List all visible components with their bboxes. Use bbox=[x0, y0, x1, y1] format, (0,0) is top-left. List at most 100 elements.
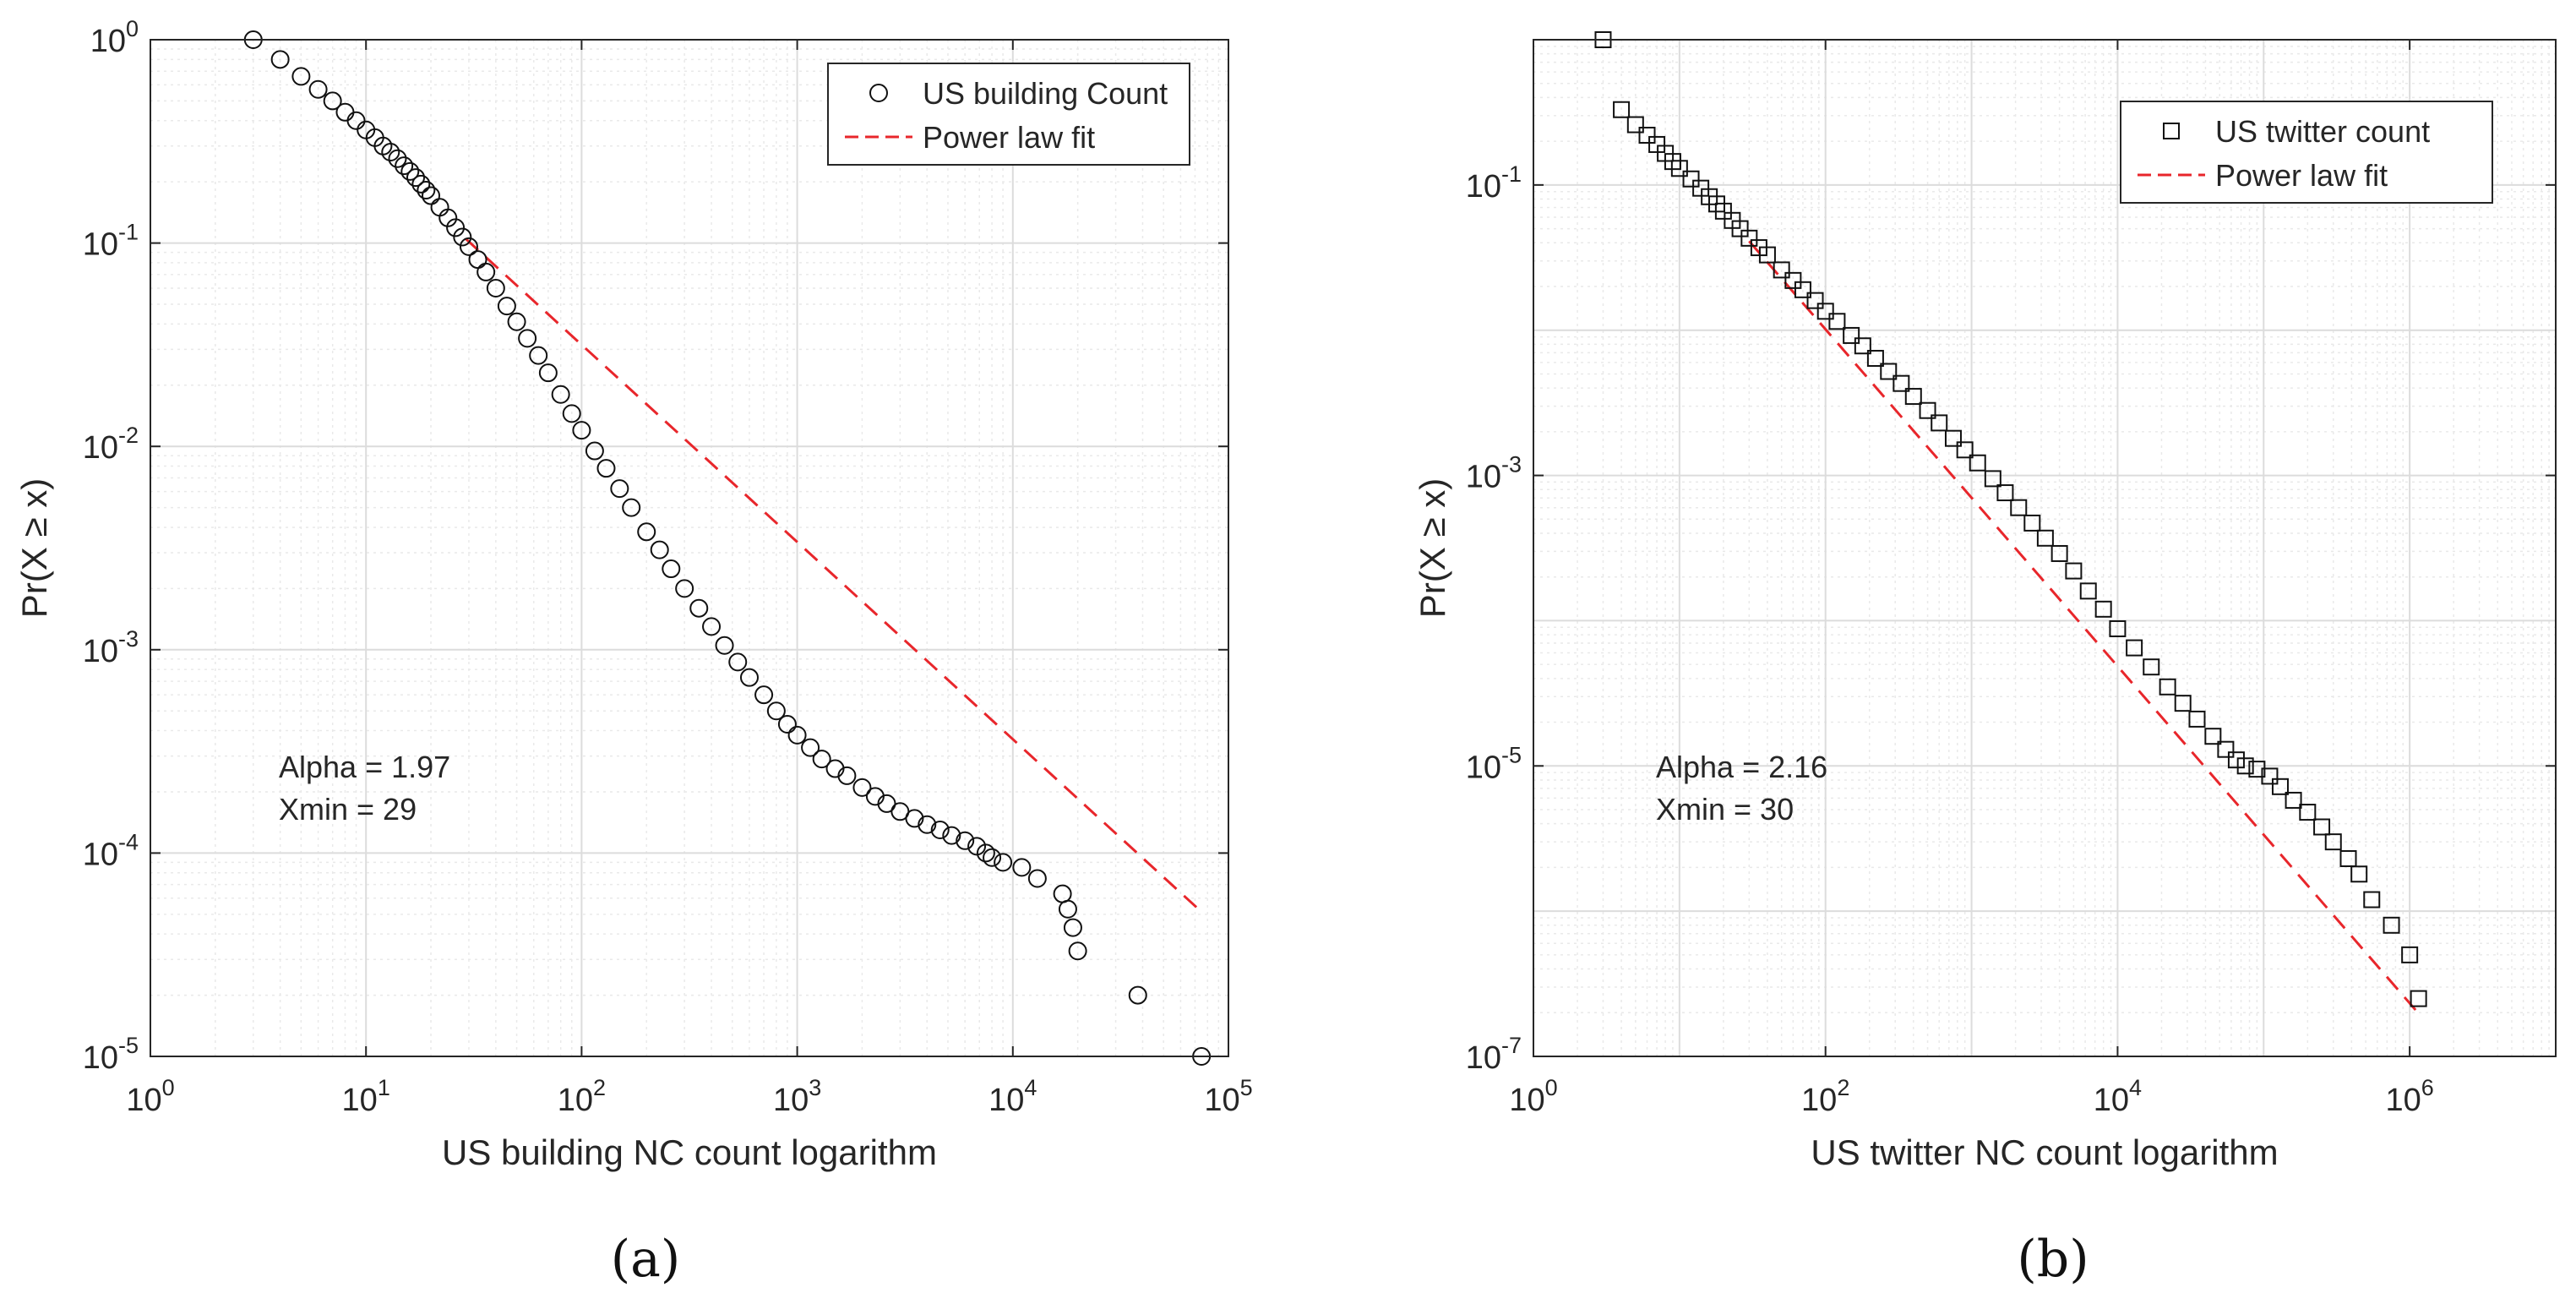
data-point bbox=[1758, 246, 1776, 264]
data-point bbox=[562, 404, 581, 423]
fit-annotation: Xmin = 30 bbox=[1656, 792, 1794, 827]
data-point bbox=[395, 156, 414, 176]
data-point bbox=[2204, 728, 2222, 745]
data-point bbox=[610, 479, 629, 499]
y-tick-label: 10-3 bbox=[1466, 452, 1522, 495]
x-tick-label: 104 bbox=[2094, 1075, 2142, 1118]
data-point bbox=[1931, 414, 1948, 432]
y-tick-label: 10-2 bbox=[83, 423, 139, 466]
x-tick-label: 106 bbox=[2385, 1075, 2433, 1118]
data-point bbox=[1068, 941, 1087, 961]
data-point bbox=[1027, 869, 1047, 888]
data-point bbox=[2383, 916, 2400, 934]
data-point bbox=[1740, 229, 1758, 247]
data-point bbox=[2401, 946, 2419, 963]
data-point bbox=[1638, 127, 1656, 145]
data-point bbox=[739, 668, 759, 687]
data-point bbox=[2261, 767, 2279, 785]
data-point bbox=[1880, 363, 1898, 380]
data-point bbox=[622, 498, 641, 517]
y-tick-label: 10-7 bbox=[1466, 1033, 1522, 1076]
data-point bbox=[2050, 544, 2068, 562]
data-point bbox=[1919, 401, 1936, 419]
data-point bbox=[388, 149, 407, 168]
data-point bbox=[417, 181, 436, 200]
data-point bbox=[2174, 695, 2192, 712]
data-point bbox=[2227, 751, 2245, 769]
data-point bbox=[2188, 710, 2206, 728]
data-point bbox=[2324, 833, 2342, 851]
data-point bbox=[497, 297, 516, 316]
x-tick-label: 100 bbox=[126, 1075, 174, 1118]
legend-label: US building Count bbox=[923, 76, 1168, 111]
y-axis-label: Pr(X ≥ x) bbox=[14, 478, 54, 618]
data-point bbox=[2271, 778, 2289, 795]
data-point bbox=[777, 714, 797, 734]
data-point bbox=[1731, 220, 1749, 237]
x-tick-label: 101 bbox=[342, 1075, 390, 1118]
y-tick-label: 100 bbox=[90, 16, 139, 59]
data-point bbox=[2217, 740, 2235, 758]
legend-marker-circle bbox=[869, 84, 888, 102]
data-point bbox=[766, 701, 786, 721]
data-point bbox=[942, 826, 961, 845]
x-tick-label: 100 bbox=[1509, 1075, 1557, 1118]
data-point bbox=[1984, 470, 2001, 488]
fit-annotation: Alpha = 1.97 bbox=[279, 750, 450, 784]
data-point bbox=[270, 50, 290, 69]
legend-box bbox=[827, 63, 1190, 166]
data-point bbox=[572, 421, 591, 440]
x-tick-label: 102 bbox=[558, 1075, 606, 1118]
data-point bbox=[446, 218, 466, 237]
data-point bbox=[411, 174, 431, 194]
fit-annotation: Xmin = 29 bbox=[279, 792, 417, 827]
data-point bbox=[1682, 170, 1700, 188]
data-point bbox=[422, 186, 441, 205]
data-point bbox=[538, 363, 558, 383]
plot-area bbox=[150, 40, 1228, 1056]
data-point bbox=[2010, 499, 2028, 516]
data-point bbox=[801, 738, 820, 757]
y-tick-label: 10-5 bbox=[83, 1033, 139, 1076]
data-point bbox=[650, 540, 669, 559]
data-point bbox=[675, 579, 694, 598]
data-point bbox=[381, 143, 400, 162]
legend-label: US twitter count bbox=[2215, 114, 2430, 149]
y-tick-label: 10-5 bbox=[1466, 742, 1522, 785]
data-point bbox=[529, 346, 548, 365]
data-point bbox=[486, 278, 505, 297]
y-tick-label: 10-4 bbox=[83, 829, 139, 872]
data-point bbox=[2094, 600, 2112, 618]
data-point bbox=[2313, 818, 2331, 836]
power-law-fit-line bbox=[465, 237, 1203, 914]
data-point bbox=[662, 559, 681, 579]
data-point bbox=[2065, 562, 2083, 580]
data-point bbox=[1904, 388, 1922, 406]
data-point bbox=[1058, 899, 1077, 919]
data-point bbox=[983, 848, 1002, 867]
y-axis-label: Pr(X ≥ x) bbox=[1413, 478, 1452, 618]
data-point bbox=[930, 820, 950, 839]
data-point bbox=[346, 111, 366, 130]
data-point bbox=[323, 91, 342, 111]
data-point bbox=[596, 459, 616, 478]
data-series bbox=[1594, 31, 2427, 1007]
data-point bbox=[689, 598, 709, 618]
data-point bbox=[1784, 271, 1802, 289]
data-point bbox=[2350, 865, 2368, 883]
data-point bbox=[812, 750, 831, 769]
data-point bbox=[1944, 429, 1962, 447]
data-point bbox=[1806, 292, 1824, 309]
data-point bbox=[1996, 484, 2014, 502]
data-point bbox=[1828, 313, 1846, 330]
data-point bbox=[637, 522, 656, 542]
data-point bbox=[291, 67, 311, 86]
data-point bbox=[1692, 179, 1710, 197]
data-point bbox=[702, 617, 722, 636]
data-point bbox=[715, 636, 734, 655]
axes-box bbox=[150, 39, 1229, 1057]
data-point bbox=[1969, 454, 1986, 472]
x-axis-label: US building NC count logarithm bbox=[442, 1132, 937, 1172]
data-point bbox=[2339, 849, 2357, 867]
x-axis-label: US twitter NC count logarithm bbox=[1811, 1132, 2278, 1172]
